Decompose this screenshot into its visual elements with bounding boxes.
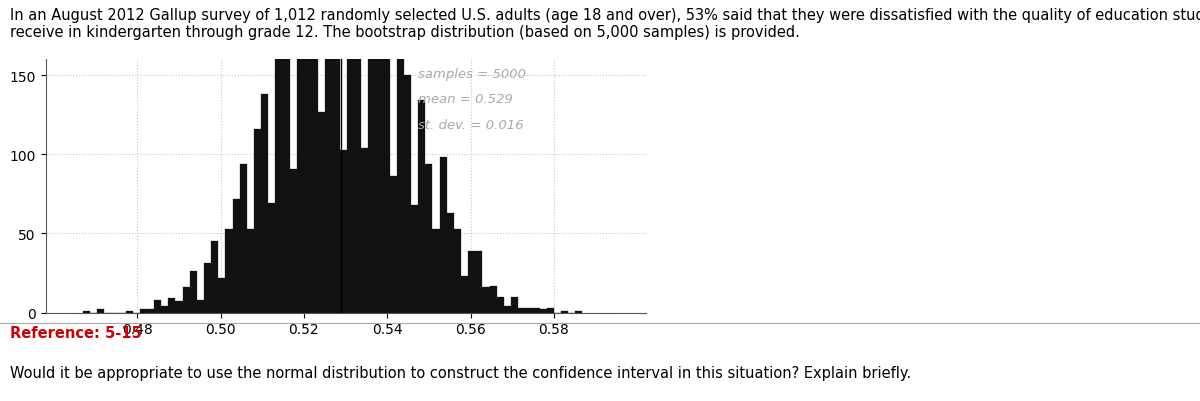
Bar — [247, 229, 254, 313]
Bar — [262, 95, 269, 313]
Bar — [311, 0, 318, 313]
Bar — [289, 169, 296, 313]
Bar — [540, 310, 547, 313]
Bar — [454, 229, 461, 313]
Bar — [296, 0, 304, 313]
Bar — [190, 272, 197, 313]
Bar — [432, 229, 439, 313]
Bar — [482, 288, 490, 313]
Bar — [390, 177, 397, 313]
Bar — [269, 204, 276, 313]
Text: In an August 2012 Gallup survey of 1,012 randomly selected U.S. adults (age 18 a: In an August 2012 Gallup survey of 1,012… — [10, 8, 1200, 41]
Bar — [354, 0, 361, 313]
Bar — [318, 112, 325, 313]
Bar — [304, 0, 311, 313]
Bar — [139, 310, 146, 313]
Bar — [497, 297, 504, 313]
Bar — [340, 150, 347, 313]
Bar — [397, 36, 404, 313]
Bar — [226, 229, 233, 313]
Bar — [526, 308, 533, 313]
Bar — [439, 158, 446, 313]
Bar — [475, 251, 482, 313]
Bar — [347, 0, 354, 313]
Bar — [383, 6, 390, 313]
Bar — [332, 0, 340, 313]
Bar — [175, 302, 182, 313]
Text: samples = 5000: samples = 5000 — [418, 68, 526, 81]
Bar — [204, 264, 211, 313]
Bar — [562, 311, 568, 313]
Bar — [197, 300, 204, 313]
Bar — [97, 310, 104, 313]
Bar — [518, 308, 526, 313]
Bar — [126, 311, 133, 313]
Bar — [446, 213, 454, 313]
Bar — [419, 101, 425, 313]
Text: Would it be appropriate to use the normal distribution to construct the confiden: Would it be appropriate to use the norma… — [10, 365, 911, 380]
Bar — [575, 311, 582, 313]
Bar — [83, 311, 90, 313]
Bar — [182, 288, 190, 313]
Bar — [168, 299, 175, 313]
Bar — [154, 300, 161, 313]
Bar — [490, 286, 497, 313]
Bar — [146, 310, 154, 313]
Bar — [218, 278, 226, 313]
Bar — [368, 0, 376, 313]
Bar — [425, 164, 432, 313]
Bar — [211, 242, 218, 313]
Bar — [533, 308, 540, 313]
Bar — [161, 306, 168, 313]
Bar — [412, 205, 419, 313]
Bar — [361, 148, 368, 313]
Bar — [254, 130, 262, 313]
Bar — [547, 308, 554, 313]
Bar — [511, 297, 518, 313]
Bar — [504, 306, 511, 313]
Text: mean = 0.529: mean = 0.529 — [418, 93, 512, 106]
Bar — [282, 27, 289, 313]
Bar — [325, 0, 332, 313]
Bar — [404, 76, 412, 313]
Bar — [276, 32, 282, 313]
Bar — [240, 164, 247, 313]
Bar — [233, 199, 240, 313]
Text: st. dev. = 0.016: st. dev. = 0.016 — [418, 118, 523, 131]
Text: Reference: 5-15: Reference: 5-15 — [10, 325, 142, 340]
Bar — [376, 0, 383, 313]
Bar — [468, 251, 475, 313]
Bar — [461, 276, 468, 313]
